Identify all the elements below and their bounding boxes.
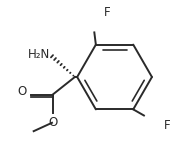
Text: O: O bbox=[48, 116, 57, 129]
Text: F: F bbox=[104, 6, 110, 19]
Text: O: O bbox=[17, 85, 27, 98]
Text: F: F bbox=[163, 119, 170, 132]
Text: H₂N: H₂N bbox=[28, 48, 50, 61]
